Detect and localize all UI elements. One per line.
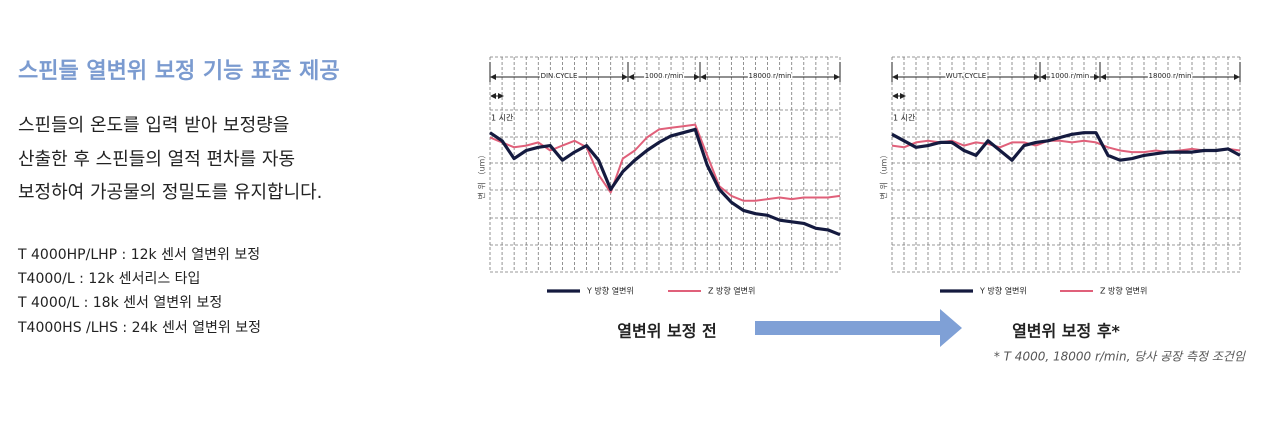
description-line: 스핀들의 온도를 입력 받아 보정량을 <box>18 115 289 136</box>
phase-label: 18000 r/min <box>749 72 792 80</box>
spec-line: T 4000HP/LHP : 12k 센서 열변위 보정 <box>17 247 260 263</box>
y-axis-label: 변 위 （um） <box>477 151 487 200</box>
legend-label: Y 방향 열변위 <box>979 286 1027 296</box>
chart-caption: 열변위 보정 전 <box>617 322 716 341</box>
footnote: * T 4000, 18000 r/min, 당사 공장 측정 조건임 <box>994 350 1246 364</box>
time-label: 1 시간 <box>893 113 916 123</box>
phase-label: WUT CYCLE <box>946 72 986 80</box>
y-axis-label: 변 위 （um） <box>879 151 889 200</box>
phase-label: 1000 r/min <box>1051 72 1089 80</box>
spec-line: T4000/L : 12k 센서리스 타입 <box>17 271 200 287</box>
spec-line: T 4000/L : 18k 센서 열변위 보정 <box>17 295 222 311</box>
legend-label: Y 방향 열변위 <box>586 286 634 296</box>
phase-label: 18000 r/min <box>1149 72 1192 80</box>
legend-label: Z 방향 열변위 <box>708 286 755 296</box>
chart-caption: 열변위 보정 후* <box>1012 322 1120 341</box>
legend-label: Z 방향 열변위 <box>1100 286 1147 296</box>
description-line: 산출한 후 스핀들의 열적 편차를 자동 <box>18 149 295 170</box>
series-line <box>891 131 1241 162</box>
time-label: 1 시간 <box>491 113 514 123</box>
phase-label: DIN CYCLE <box>541 72 578 80</box>
description-line: 보정하여 가공물의 정밀도를 유지합니다. <box>18 182 322 203</box>
heading: 스핀들 열변위 보정 기능 표준 제공 <box>18 59 340 84</box>
series-line <box>489 127 841 237</box>
phase-label: 1000 r/min <box>645 72 683 80</box>
series-line <box>489 123 841 202</box>
transition-arrow <box>755 309 962 347</box>
spec-line: T4000HS /LHS : 24k 센서 열변위 보정 <box>17 320 261 336</box>
